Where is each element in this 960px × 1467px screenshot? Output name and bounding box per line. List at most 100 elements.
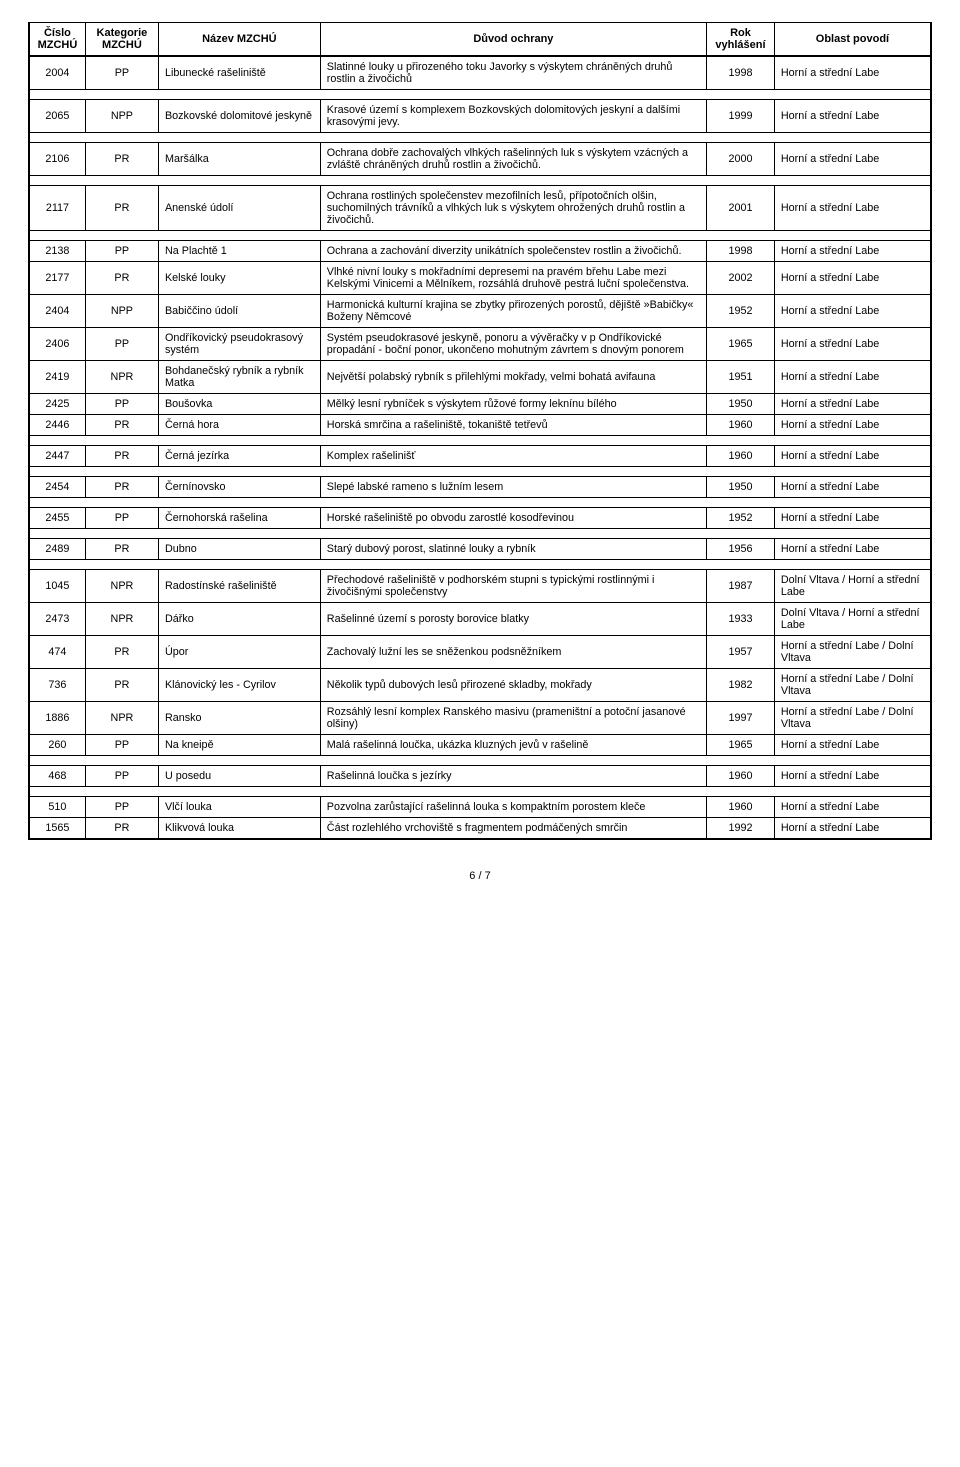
cell-oblast: Horní a střední Labe bbox=[774, 766, 931, 787]
cell-duvod: Několik typů dubových lesů přirozené skl… bbox=[320, 669, 706, 702]
spacer-row bbox=[29, 467, 931, 477]
cell-rok: 1998 bbox=[707, 241, 775, 262]
spacer-cell bbox=[29, 176, 931, 186]
cell-duvod: Rašelinná loučka s jezírky bbox=[320, 766, 706, 787]
cell-nazev: Úpor bbox=[158, 636, 320, 669]
cell-nazev: U posedu bbox=[158, 766, 320, 787]
table-row: 2406PPOndříkovický pseudokrasový systémS… bbox=[29, 328, 931, 361]
cell-duvod: Malá rašelinná loučka, ukázka kluzných j… bbox=[320, 735, 706, 756]
spacer-row bbox=[29, 176, 931, 186]
cell-oblast: Horní a střední Labe bbox=[774, 415, 931, 436]
table-row: 2425PPBoušovkaMělký lesní rybníček s výs… bbox=[29, 394, 931, 415]
col-header-duvod: Důvod ochrany bbox=[320, 23, 706, 57]
spacer-cell bbox=[29, 498, 931, 508]
cell-kategorie: NPR bbox=[85, 570, 158, 603]
cell-nazev: Černínovsko bbox=[158, 477, 320, 498]
cell-nazev: Ransko bbox=[158, 702, 320, 735]
cell-rok: 1933 bbox=[707, 603, 775, 636]
cell-duvod: Harmonická kulturní krajina se zbytky př… bbox=[320, 295, 706, 328]
spacer-cell bbox=[29, 756, 931, 766]
cell-rok: 1987 bbox=[707, 570, 775, 603]
cell-duvod: Rozsáhlý lesní komplex Ranského masivu (… bbox=[320, 702, 706, 735]
spacer-row bbox=[29, 436, 931, 446]
cell-cislo: 2446 bbox=[29, 415, 85, 436]
cell-cislo: 1565 bbox=[29, 818, 85, 840]
cell-rok: 1999 bbox=[707, 100, 775, 133]
cell-duvod: Ochrana rostliných společenstev mezofiln… bbox=[320, 186, 706, 231]
cell-kategorie: PR bbox=[85, 446, 158, 467]
cell-nazev: Maršálka bbox=[158, 143, 320, 176]
cell-oblast: Horní a střední Labe bbox=[774, 328, 931, 361]
table-row: 1045NPRRadostínské rašeliništěPřechodové… bbox=[29, 570, 931, 603]
table-row: 260PPNa kneipěMalá rašelinná loučka, uká… bbox=[29, 735, 931, 756]
cell-oblast: Horní a střední Labe bbox=[774, 241, 931, 262]
cell-oblast: Horní a střední Labe bbox=[774, 818, 931, 840]
cell-cislo: 2406 bbox=[29, 328, 85, 361]
cell-cislo: 2404 bbox=[29, 295, 85, 328]
spacer-row bbox=[29, 756, 931, 766]
cell-oblast: Horní a střední Labe bbox=[774, 735, 931, 756]
cell-oblast: Horní a střední Labe bbox=[774, 186, 931, 231]
spacer-cell bbox=[29, 529, 931, 539]
cell-cislo: 474 bbox=[29, 636, 85, 669]
table-row: 2454PRČernínovskoSlepé labské rameno s l… bbox=[29, 477, 931, 498]
cell-kategorie: PP bbox=[85, 241, 158, 262]
cell-kategorie: PR bbox=[85, 186, 158, 231]
cell-oblast: Horní a střední Labe bbox=[774, 508, 931, 529]
table-row: 2447PRČerná jezírkaKomplex rašelinišť196… bbox=[29, 446, 931, 467]
table-row: 2004PPLibunecké rašeliništěSlatinné louk… bbox=[29, 56, 931, 90]
table-row: 1886NPRRanskoRozsáhlý lesní komplex Rans… bbox=[29, 702, 931, 735]
cell-cislo: 468 bbox=[29, 766, 85, 787]
cell-nazev: Klikvová louka bbox=[158, 818, 320, 840]
cell-nazev: Babiččino údolí bbox=[158, 295, 320, 328]
cell-kategorie: NPP bbox=[85, 295, 158, 328]
spacer-row bbox=[29, 133, 931, 143]
col-header-oblast: Oblast povodí bbox=[774, 23, 931, 57]
cell-duvod: Část rozlehlého vrchoviště s fragmentem … bbox=[320, 818, 706, 840]
cell-nazev: Bozkovské dolomitové jeskyně bbox=[158, 100, 320, 133]
table-row: 2065NPPBozkovské dolomitové jeskyněKraso… bbox=[29, 100, 931, 133]
cell-rok: 1960 bbox=[707, 797, 775, 818]
cell-kategorie: NPR bbox=[85, 361, 158, 394]
spacer-row bbox=[29, 231, 931, 241]
cell-kategorie: PR bbox=[85, 818, 158, 840]
cell-kategorie: NPR bbox=[85, 702, 158, 735]
cell-oblast: Horní a střední Labe bbox=[774, 262, 931, 295]
table-row: 2489PRDubnoStarý dubový porost, slatinné… bbox=[29, 539, 931, 560]
table-row: 468PPU poseduRašelinná loučka s jezírky1… bbox=[29, 766, 931, 787]
cell-oblast: Horní a střední Labe bbox=[774, 394, 931, 415]
cell-oblast: Horní a střední Labe bbox=[774, 797, 931, 818]
cell-kategorie: PP bbox=[85, 56, 158, 90]
table-row: 2106PRMaršálkaOchrana dobře zachovalých … bbox=[29, 143, 931, 176]
cell-rok: 2000 bbox=[707, 143, 775, 176]
cell-cislo: 2419 bbox=[29, 361, 85, 394]
cell-nazev: Radostínské rašeliniště bbox=[158, 570, 320, 603]
cell-cislo: 2117 bbox=[29, 186, 85, 231]
cell-duvod: Komplex rašelinišť bbox=[320, 446, 706, 467]
cell-cislo: 2455 bbox=[29, 508, 85, 529]
cell-nazev: Libunecké rašeliniště bbox=[158, 56, 320, 90]
spacer-row bbox=[29, 498, 931, 508]
table-row: 474PRÚporZachovalý lužní les se sněženko… bbox=[29, 636, 931, 669]
col-header-rok: Rok vyhlášení bbox=[707, 23, 775, 57]
cell-cislo: 2106 bbox=[29, 143, 85, 176]
page-footer: 6 / 7 bbox=[28, 870, 932, 882]
table-header: Číslo MZCHÚ Kategorie MZCHÚ Název MZCHÚ … bbox=[29, 23, 931, 57]
cell-oblast: Horní a střední Labe bbox=[774, 446, 931, 467]
table-row: 2177PRKelské loukyVlhké nivní louky s mo… bbox=[29, 262, 931, 295]
cell-kategorie: PR bbox=[85, 477, 158, 498]
cell-kategorie: NPP bbox=[85, 100, 158, 133]
cell-kategorie: PR bbox=[85, 539, 158, 560]
cell-nazev: Dářko bbox=[158, 603, 320, 636]
cell-cislo: 2447 bbox=[29, 446, 85, 467]
col-header-nazev: Název MZCHÚ bbox=[158, 23, 320, 57]
cell-kategorie: PP bbox=[85, 735, 158, 756]
cell-cislo: 2473 bbox=[29, 603, 85, 636]
cell-duvod: Slatinné louky u přirozeného toku Javork… bbox=[320, 56, 706, 90]
cell-rok: 1960 bbox=[707, 415, 775, 436]
cell-kategorie: PP bbox=[85, 328, 158, 361]
cell-cislo: 260 bbox=[29, 735, 85, 756]
cell-rok: 2001 bbox=[707, 186, 775, 231]
table-row: 2117PRAnenské údolíOchrana rostliných sp… bbox=[29, 186, 931, 231]
cell-duvod: Starý dubový porost, slatinné louky a ry… bbox=[320, 539, 706, 560]
